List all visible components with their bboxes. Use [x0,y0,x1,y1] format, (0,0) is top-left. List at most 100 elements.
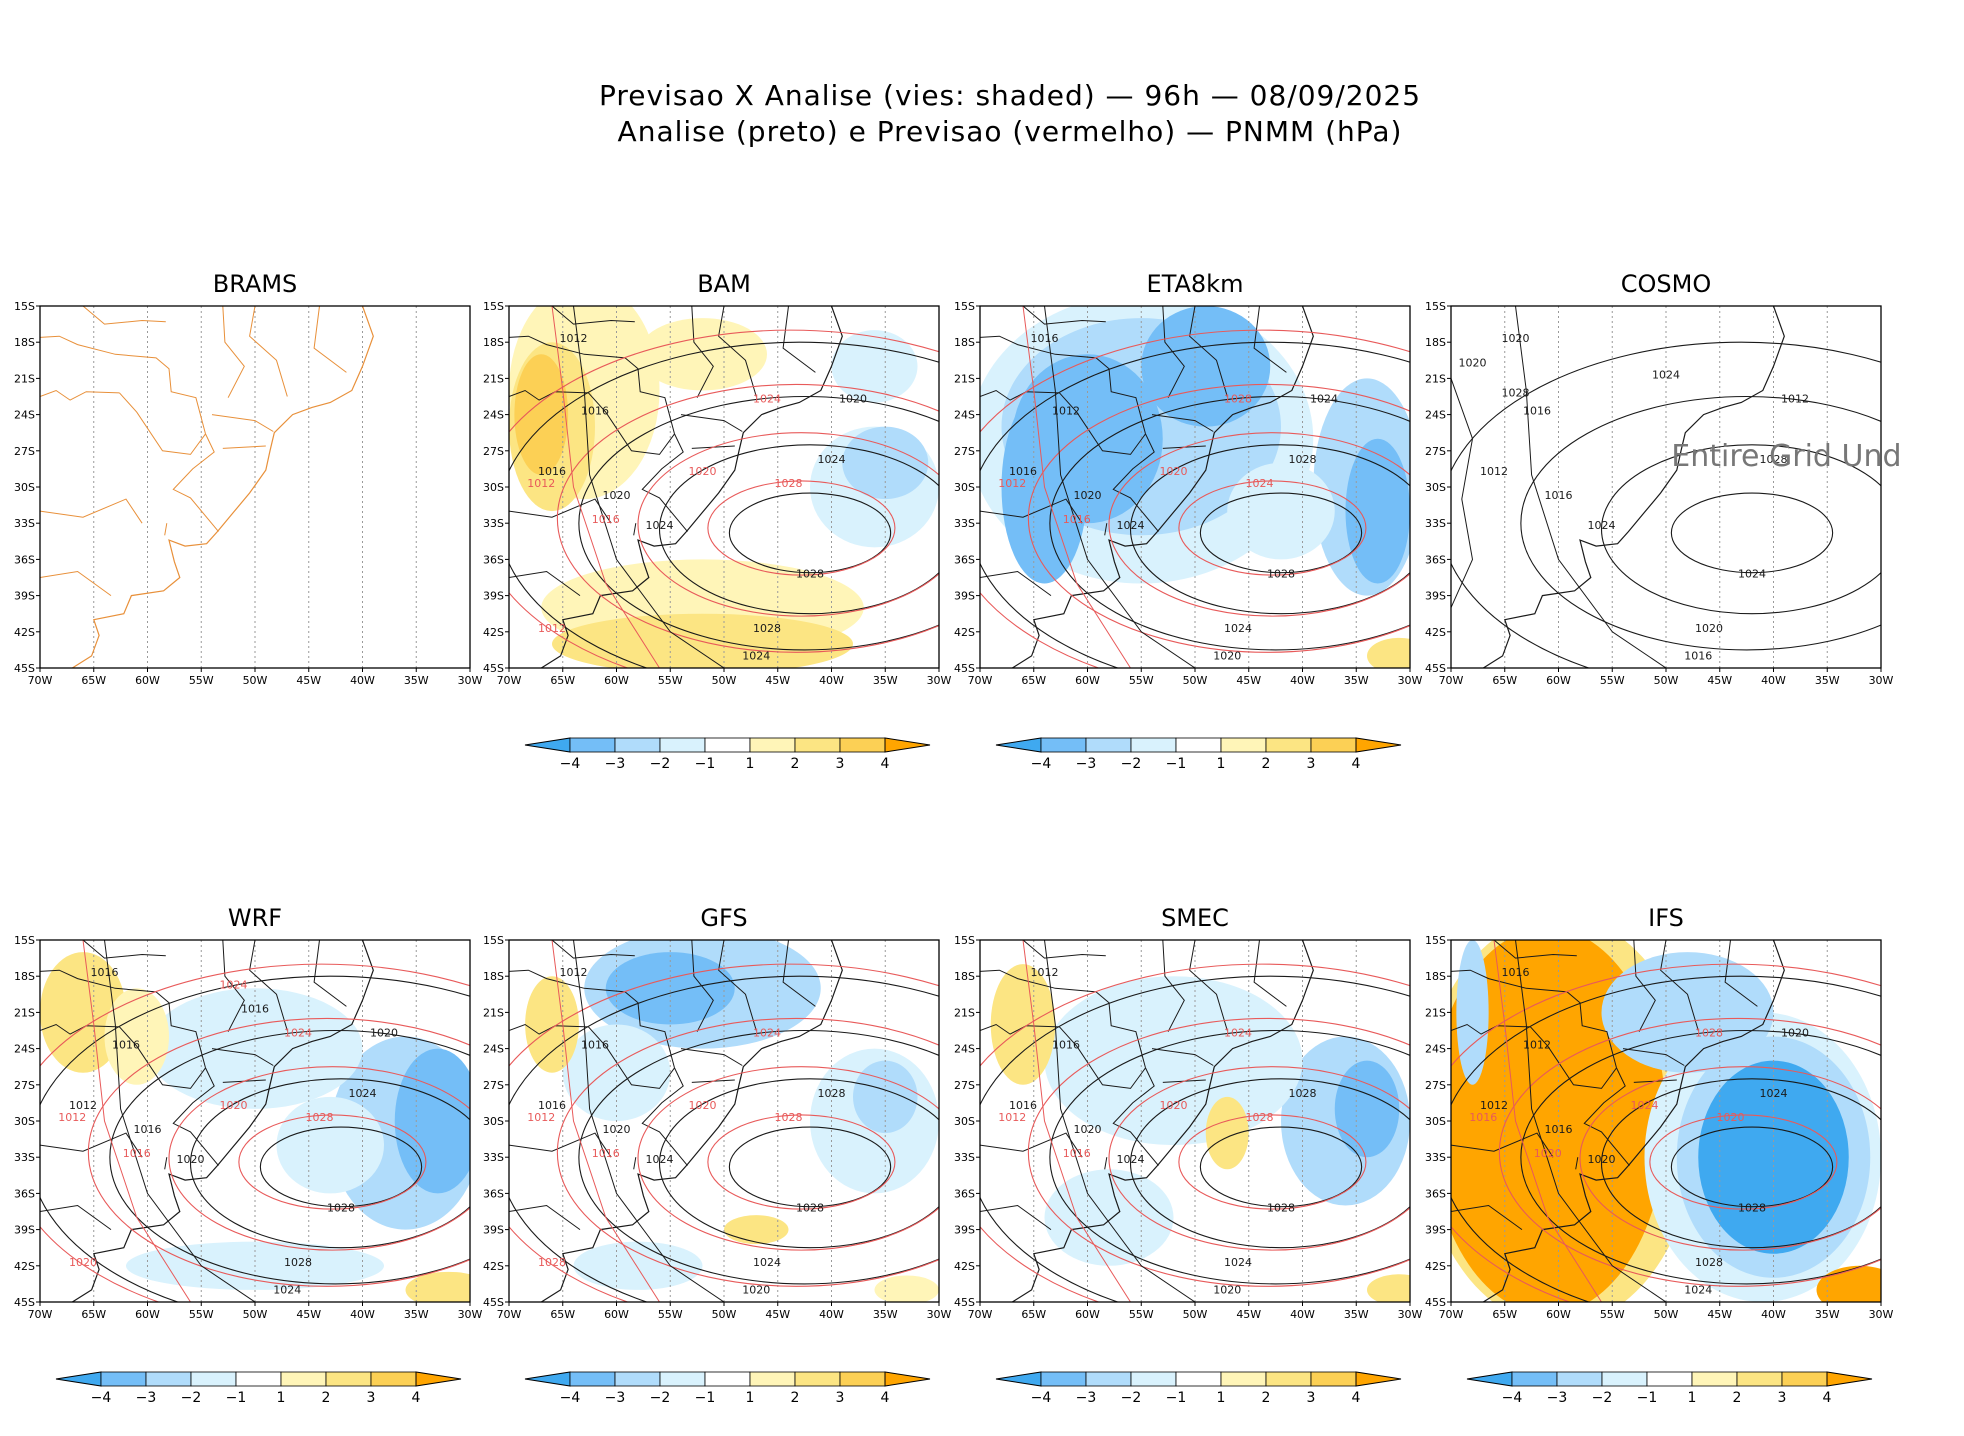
country-border [119,392,206,455]
x-tick-label: 30W [1398,1308,1423,1321]
panel-title: COSMO [1621,270,1711,298]
country-border [249,306,288,397]
contour-label-analysis: 1020 [370,1027,398,1040]
isobar-analysis [1049,395,1410,651]
bias-area [990,964,1056,1085]
isobar-analysis [728,1126,892,1208]
country-border [313,306,347,373]
coastline [1011,940,1314,1302]
country-border [980,570,1052,597]
contour-label-analysis: 1016 [1523,405,1551,418]
country-border [680,414,743,432]
y-tick-label: 24S [14,409,35,422]
x-tick-label: 50W [1183,674,1208,687]
colorbar-tick-label: 1 [1217,756,1226,772]
coastline [540,940,843,1302]
contour-label-analysis: 1012 [1781,393,1809,406]
isobar-analysis [1044,940,1196,1302]
bias-area [605,952,735,1025]
contour-label-analysis: 1024 [1684,1284,1712,1297]
y-tick-label: 33S [1425,1151,1446,1164]
isobar-analysis [1044,306,1196,668]
country-border [980,498,1083,524]
colorbar-segment [1130,737,1177,753]
contour-label-analysis: 1020 [1695,622,1723,635]
colorbar-tick-label: 4 [881,756,890,772]
x-tick-label: 70W [968,1308,993,1321]
x-tick-label: 45W [1707,1308,1732,1321]
isobar-analysis [1451,341,1881,668]
coastline [71,940,374,1302]
y-tick-label: 39S [483,590,504,603]
x-tick-label: 70W [1439,1308,1464,1321]
figure-title: Previsao X Analise (vies: shaded) — 96h … [0,78,1964,150]
y-tick-label: 33S [954,517,975,530]
panel-plot-area: 1012101610161020102410281028102410201012… [980,940,1410,1302]
contour-label-analysis: 1020 [1213,650,1241,663]
country-border [718,940,757,1031]
colorbar-tick-label: −1 [1166,1390,1187,1406]
y-tick-label: 27S [1425,1079,1446,1092]
isobar-analysis [1199,492,1363,574]
y-tick-label: 15S [1425,934,1446,947]
y-tick-label: 27S [1425,445,1446,458]
colorbar-tick-label: −2 [1121,756,1142,772]
x-tick-label: 40W [1761,1308,1786,1321]
contour-label-forecast: 1012 [998,1111,1026,1124]
colorbar-tick-label: −1 [1637,1390,1658,1406]
y-tick-label: 39S [1425,1224,1446,1237]
isobar-forecast [1579,1066,1881,1251]
colorbar-tick-label: 3 [1307,1390,1316,1406]
x-tick-label: 70W [1439,674,1464,687]
isobar-forecast [1022,940,1131,1302]
colorbar-tick-label: −3 [605,756,626,772]
colorbar-tick-label: −1 [695,756,716,772]
country-border [509,570,581,597]
country-border [1059,392,1146,455]
x-tick-label: 30W [1869,674,1894,687]
country-border [691,306,714,398]
y-tick-label: 15S [483,300,504,313]
x-tick-label: 45W [296,1308,321,1321]
colorbar-tick-label: 1 [1217,1390,1226,1406]
colorbar-segment [614,737,661,753]
x-tick-label: 35W [1815,674,1840,687]
x-tick-label: 50W [712,674,737,687]
x-tick-label: 65W [550,1308,575,1321]
y-tick-label: 18S [1425,970,1446,983]
y-tick-label: 30S [483,481,504,494]
country-border [1724,940,1758,1007]
isobar-analysis [1515,940,1667,1302]
contour-label-forecast: 1024 [1631,1099,1659,1112]
x-tick-label: 60W [1075,674,1100,687]
x-tick-label: 45W [1236,1308,1261,1321]
isobar-analysis [1670,1126,1834,1208]
contour-label-analysis: 1012 [1031,966,1059,979]
colorbar-segment [1085,737,1132,753]
country-border [1451,1023,1531,1035]
x-tick-label: 70W [28,1308,53,1321]
colorbar-tick-label: −4 [560,1390,581,1406]
colorbar-tick-label: −3 [1076,756,1097,772]
bias-area [573,1241,703,1290]
bias-area [724,1215,789,1245]
isobar-forecast [40,963,470,1302]
x-tick-label: 40W [1761,674,1786,687]
y-tick-label: 36S [483,553,504,566]
isobar-analysis [578,395,939,651]
country-border [509,1204,581,1231]
country-border [782,940,816,1007]
bias-area [1601,952,1774,1073]
y-tick-label: 15S [954,300,975,313]
isobar-forecast [238,1114,427,1210]
contour-label-analysis: 1012 [560,966,588,979]
colorbar-segment [569,1371,616,1387]
bias-area [1345,438,1410,584]
contour-label-forecast: 1024 [1246,477,1274,490]
colorbar-tick-label: 1 [746,1390,755,1406]
isobar-forecast [1022,306,1131,668]
y-tick-label: 24S [1425,409,1446,422]
isobar-analysis [1520,1029,1881,1285]
y-tick-label: 39S [14,590,35,603]
contour-label-analysis: 1028 [818,1087,846,1100]
